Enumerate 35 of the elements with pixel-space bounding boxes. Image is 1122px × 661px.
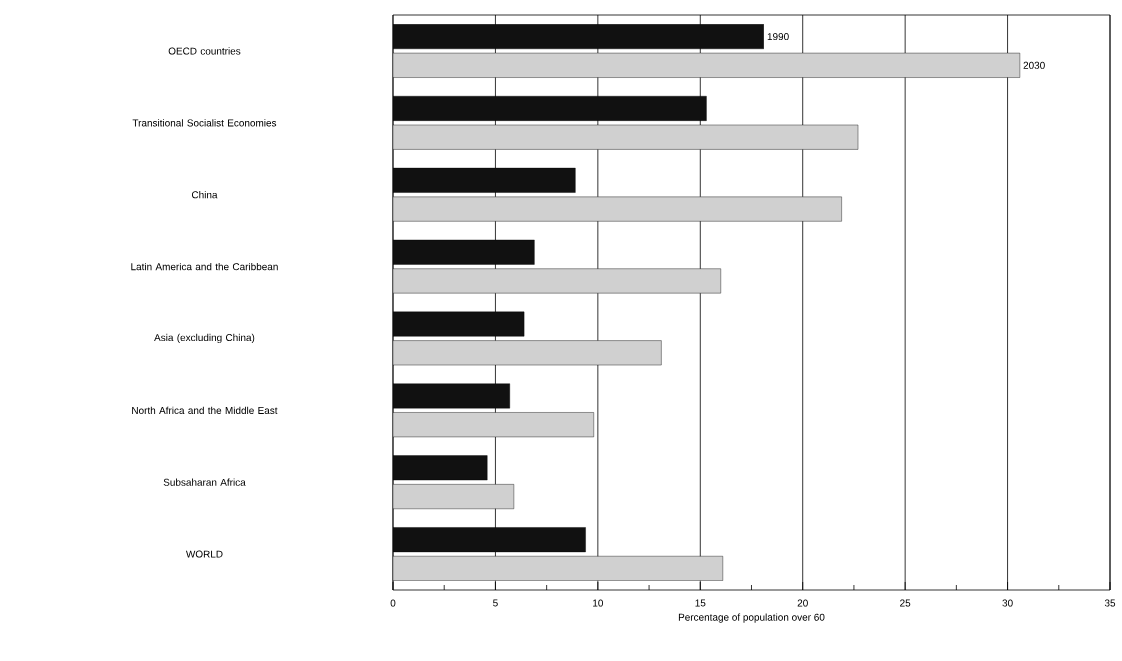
series-label: 2030: [1023, 61, 1045, 69]
x-tick-label: 15: [695, 599, 706, 607]
x-tick-label: 25: [900, 599, 911, 607]
y-tick-label: Latin America and the Caribbean: [131, 262, 278, 271]
bar: [393, 24, 764, 49]
x-axis-title: Percentage of population over 60: [678, 613, 825, 623]
bar: [393, 124, 859, 150]
bar: [393, 340, 662, 366]
x-tick-label: 30: [1002, 599, 1013, 607]
bar: [393, 268, 721, 294]
y-tick-label: Asia (excluding China): [154, 333, 255, 344]
x-tick-label: 10: [593, 599, 604, 607]
x-tick-label: 5: [493, 599, 498, 607]
x-tick-label: 20: [797, 599, 808, 607]
y-tick-label: North Africa and the Middle East: [132, 406, 278, 414]
bar: [393, 455, 488, 481]
y-tick-label: WORLD: [185, 550, 223, 558]
bar: [393, 239, 535, 265]
bar: [393, 167, 576, 193]
series-label: 1990: [767, 33, 789, 41]
y-tick-label: China: [191, 191, 218, 199]
bar: [393, 52, 1021, 78]
x-tick-label: 35: [1104, 599, 1116, 607]
bar: [393, 484, 515, 509]
y-tick-label: Transitional Socialist Economies: [132, 119, 277, 127]
bar: [393, 311, 525, 337]
bar: [393, 412, 594, 438]
y-tick-label: Subsaharan Africa: [163, 478, 246, 486]
bar: [393, 196, 842, 222]
x-tick-label: 0: [390, 599, 396, 607]
bar: [393, 556, 724, 581]
y-tick-label: OECD countries: [168, 47, 241, 55]
bar: [393, 96, 707, 121]
bar: [393, 527, 586, 553]
bar: [393, 383, 510, 409]
